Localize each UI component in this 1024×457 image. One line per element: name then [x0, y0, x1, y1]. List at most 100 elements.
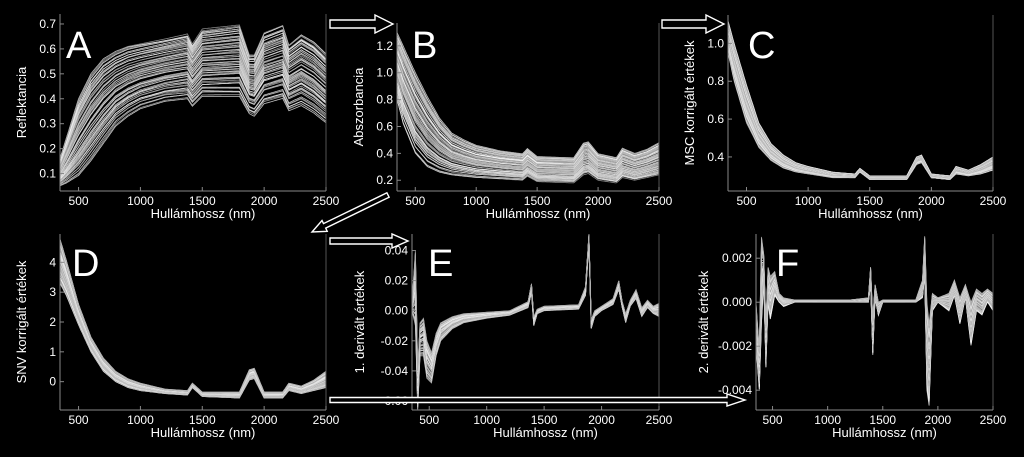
- spectrum-line: [728, 49, 993, 180]
- y-tick-label: 1.0: [376, 66, 393, 80]
- spectrum-line: [60, 65, 326, 176]
- x-tick-label: 1500: [524, 194, 551, 208]
- spectrum-line: [728, 20, 993, 177]
- y-tick-label: 0.2: [39, 142, 56, 156]
- process-arrows: [310, 13, 748, 407]
- y-tick-label: 2: [49, 315, 56, 329]
- x-tick-label: 500: [69, 194, 89, 208]
- x-axis-label: Hullámhossz (nm): [493, 425, 598, 440]
- x-tick-label: 1000: [795, 194, 822, 208]
- spectrum-line: [60, 248, 326, 394]
- spectrum-line: [60, 246, 326, 394]
- spectrum-line: [60, 268, 326, 397]
- panel-letter: A: [66, 25, 92, 67]
- x-tick-label: 1000: [127, 413, 154, 427]
- spectrum-line: [60, 281, 326, 399]
- spectrum-line: [397, 98, 659, 184]
- panel-letter: E: [428, 243, 453, 285]
- spectrum-line: [60, 95, 326, 187]
- y-tick-label: 0.002: [722, 251, 752, 265]
- x-tick-label: 500: [419, 413, 439, 427]
- x-tick-label: 1500: [869, 413, 896, 427]
- y-tick-label: 3: [49, 285, 56, 299]
- y-tick-label: 4: [49, 255, 56, 269]
- y-tick-label: 0.4: [376, 146, 393, 160]
- x-tick-label: 2000: [918, 194, 945, 208]
- panel-c: 500 1000 1500 2000 2500 0.4 0.6 0.8 1.0 Hullámhos…: [682, 15, 1007, 221]
- spectrum-line: [60, 279, 326, 399]
- panel-e: 5001000150020002500-0.06-0.04-0.020.000.…: [352, 234, 673, 440]
- x-tick-label: 1500: [531, 413, 558, 427]
- y-tick-label: 1.2: [376, 39, 393, 53]
- arrow-b-to-d: [310, 191, 391, 233]
- y-tick-label: -0.002: [718, 339, 752, 353]
- x-tick-label: 2000: [925, 413, 952, 427]
- spectrum-line: [60, 93, 326, 186]
- y-axis-label: SNV korrigált értékek: [14, 260, 29, 383]
- spectrum-line: [756, 268, 993, 392]
- spectrum-line: [60, 260, 326, 396]
- spectra-f: [756, 236, 993, 406]
- spectrum-line: [60, 253, 326, 395]
- spectrum-line: [60, 272, 326, 397]
- spectrum-line: [60, 250, 326, 395]
- y-axis-label: Reflektancia: [14, 66, 29, 138]
- spectrum-line: [60, 259, 326, 396]
- x-tick-label: 2500: [980, 194, 1007, 208]
- spectrum-line: [60, 245, 326, 394]
- x-tick-label: 500: [405, 194, 425, 208]
- x-axis-label: Hullámhossz (nm): [818, 206, 923, 221]
- panel-letter: D: [72, 243, 99, 285]
- spectrum-line: [60, 25, 326, 160]
- spectrum-line: [60, 257, 326, 396]
- spectrum-line: [60, 35, 326, 164]
- x-tick-label: 500: [763, 413, 783, 427]
- y-tick-label: 0.02: [385, 274, 409, 288]
- spectrum-line: [728, 49, 993, 180]
- spectrum-line: [60, 278, 326, 399]
- arrow-d-to-f: [329, 393, 748, 407]
- y-tick-label: 0.8: [707, 74, 724, 88]
- y-axis-label: Abszorbancia: [351, 67, 366, 147]
- panel-letter: F: [776, 243, 799, 285]
- spectra-c: [728, 20, 993, 181]
- spectrum-line: [728, 52, 993, 181]
- spectrum-line: [60, 250, 326, 395]
- spectrum-line: [756, 236, 993, 351]
- arrow-d-to-e: [329, 232, 410, 250]
- y-tick-label: 0.7: [39, 17, 56, 31]
- panel-a: 500 1000 1500 2000 2500 0.1 0.2 0.3 0.4 0.5 0.6 0.7…: [14, 14, 340, 221]
- panel-d: 500 1000 1500 2000 2500 0 1 2 3 4 Hullámhossz (nm)…: [14, 234, 340, 440]
- arrow-b-to-c: [661, 13, 726, 35]
- spectrum-line: [60, 273, 326, 398]
- arrow-a-to-b: [329, 13, 395, 35]
- spectra-d: [60, 238, 326, 399]
- x-tick-label: 2000: [585, 194, 612, 208]
- y-tick-label: 0.5: [39, 67, 56, 81]
- x-tick-label: 2000: [251, 413, 278, 427]
- spectrum-line: [60, 269, 326, 397]
- spectrum-line: [60, 62, 326, 174]
- y-tick-label: 0.4: [707, 150, 724, 164]
- spectrum-line: [60, 242, 326, 394]
- y-tick-label: 0.2: [376, 173, 393, 187]
- x-tick-label: 1000: [473, 413, 500, 427]
- y-tick-label: -0.04: [381, 364, 409, 378]
- spectrum-line: [60, 76, 326, 180]
- spectra-b: [397, 32, 659, 184]
- spectrum-line: [728, 51, 993, 181]
- spectrum-line: [60, 273, 326, 397]
- spectrum-line: [728, 48, 993, 180]
- x-tick-label: 500: [736, 194, 756, 208]
- spectrum-line: [397, 85, 659, 179]
- spectrum-line: [60, 256, 326, 395]
- spectrum-line: [60, 239, 326, 393]
- spectrum-line: [412, 234, 659, 371]
- spectrum-line: [60, 252, 326, 395]
- x-axis-label: Hullámhossz (nm): [486, 206, 591, 221]
- x-tick-label: 2500: [646, 194, 673, 208]
- spectrum-line: [60, 30, 326, 162]
- panel-letter: C: [748, 25, 775, 67]
- spectrum-line: [397, 90, 659, 181]
- spectrum-line: [60, 263, 326, 396]
